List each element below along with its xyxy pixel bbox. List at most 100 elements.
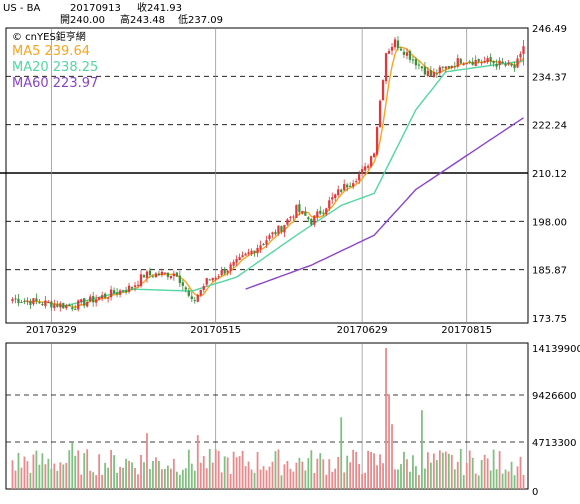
candle-body	[178, 275, 181, 284]
candle-body	[402, 51, 406, 55]
candle-body	[355, 181, 358, 183]
price-grid	[0, 28, 528, 323]
candle-body	[92, 296, 95, 303]
legend-ma60: MA60 223.97	[12, 76, 98, 91]
candle-body	[480, 62, 483, 64]
candle-body	[253, 250, 256, 254]
price-tick-label: 246.49	[532, 24, 567, 35]
price-tick-label: 173.75	[532, 314, 567, 325]
candle-body	[124, 290, 128, 293]
price-axis: 246.49 234.37 222.24 210.12 198.00 185.87 173.…	[532, 24, 567, 325]
candle-body	[80, 299, 83, 302]
candle-body	[101, 295, 104, 299]
price-tick-label: 185.87	[532, 266, 567, 277]
candle-body	[20, 302, 23, 304]
candle-body	[50, 301, 53, 308]
candle-body	[268, 235, 271, 240]
candle-body	[328, 200, 331, 209]
candle-body	[399, 48, 403, 51]
candle-body	[438, 67, 441, 74]
candle-body	[408, 51, 412, 60]
source-label: © cnYES鉅亨網	[12, 30, 86, 43]
high-price-label: 高243.48	[120, 13, 165, 26]
candle-body	[307, 217, 310, 220]
candle-body	[280, 226, 283, 232]
candle-body	[283, 224, 286, 233]
candle-body	[381, 80, 385, 101]
candle-body	[86, 301, 89, 307]
candle-body	[468, 61, 471, 63]
candle-body	[47, 301, 50, 303]
candle-body	[435, 73, 438, 75]
candle-body	[516, 58, 519, 68]
candle-body	[166, 272, 170, 277]
candle-body	[89, 296, 92, 302]
candle-body	[444, 66, 447, 69]
low-price-label: 低237.09	[178, 13, 223, 26]
candle-body	[181, 282, 184, 286]
candle-body	[519, 53, 522, 58]
volume-series	[11, 348, 525, 489]
candle-body	[109, 289, 113, 298]
candle-body	[211, 278, 214, 281]
candle-body	[77, 300, 80, 310]
candle-body	[196, 294, 199, 302]
candle-body	[151, 276, 155, 278]
date-tick-label: 20170329	[26, 325, 77, 336]
candle-body	[95, 299, 98, 303]
candle-body	[262, 243, 265, 245]
candle-body	[14, 298, 17, 300]
candle-body	[83, 298, 86, 306]
candle-body	[214, 277, 217, 280]
date-tick-label: 20170515	[190, 325, 241, 336]
volume-tick-label: 14139900	[532, 344, 580, 355]
candle-body	[313, 215, 316, 225]
candle-body	[265, 240, 268, 245]
price-tick-label: 210.12	[532, 169, 567, 180]
candle-body	[217, 276, 220, 278]
candle-body	[352, 183, 355, 187]
legend-ma5: MA5 239.64	[12, 44, 90, 59]
candle-body	[163, 272, 167, 274]
candle-body	[337, 189, 340, 196]
candle-body	[127, 285, 131, 292]
candle-body	[489, 57, 492, 62]
candle-body	[420, 66, 424, 69]
candle-body	[68, 304, 71, 306]
candle-body	[366, 165, 370, 168]
candle-body	[495, 63, 498, 67]
volume-panel-frame	[5, 342, 529, 490]
candle-body	[53, 304, 56, 309]
candle-body	[504, 63, 507, 66]
candle-body	[244, 253, 247, 256]
candle-body	[229, 264, 232, 271]
candle-body	[238, 257, 241, 261]
candle-body	[154, 273, 158, 277]
candle-body	[62, 303, 65, 309]
candle-body	[259, 245, 262, 250]
candle-body	[292, 216, 295, 218]
candle-body	[26, 300, 29, 302]
candle-body	[465, 63, 468, 65]
candle-body	[456, 58, 459, 67]
symbol-label: US - BA	[3, 3, 40, 14]
candle-body	[301, 210, 304, 214]
candle-body	[277, 225, 280, 234]
candle-body	[112, 290, 116, 294]
candle-body	[118, 290, 122, 295]
volume-tick-label: 4713300	[532, 438, 577, 449]
candle-body	[44, 300, 47, 307]
candle-body	[298, 204, 301, 213]
candle-body	[453, 66, 456, 68]
candle-body	[289, 217, 292, 219]
candle-body	[462, 63, 465, 65]
candle-body	[492, 60, 495, 64]
candle-body	[130, 286, 134, 289]
candle-body	[157, 273, 161, 276]
candle-body	[250, 250, 253, 254]
candle-body	[115, 292, 119, 295]
candle-body	[340, 189, 343, 192]
ma60-line	[245, 117, 524, 290]
candle-body	[241, 255, 244, 258]
price-tick-label: 198.00	[532, 217, 567, 228]
